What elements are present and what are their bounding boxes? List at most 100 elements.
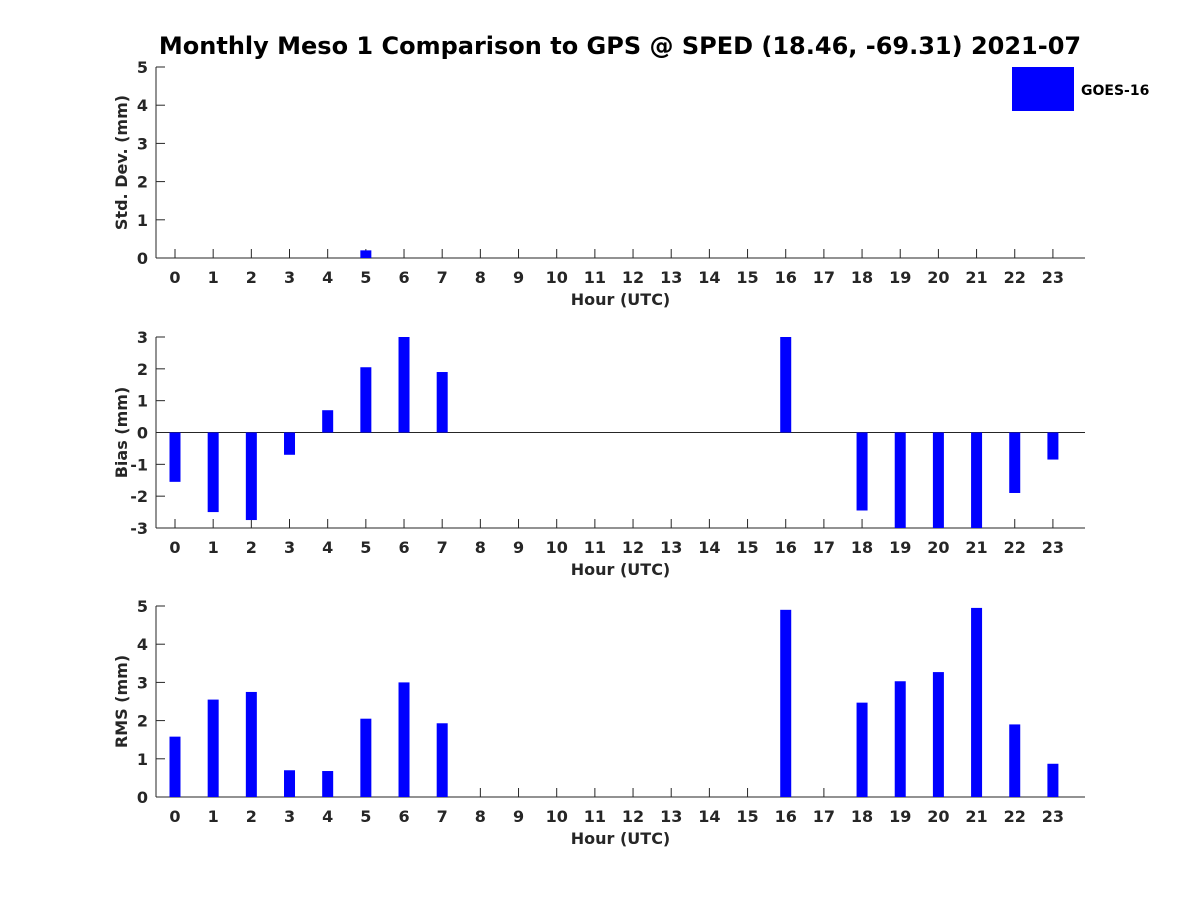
x-tick-label: 13 [660,538,682,557]
x-tick-label: 10 [546,807,568,826]
bar-hour-21 [971,607,983,797]
x-tick-label: 13 [660,268,682,287]
x-tick-label: 21 [965,807,987,826]
y-tick-label: 2 [137,712,148,731]
x-tick-label: 19 [889,268,911,287]
y-tick-label: 3 [137,673,148,692]
x-tick-label: 9 [513,538,524,557]
x-tick-label: 17 [813,268,835,287]
x-tick-label: 18 [851,807,873,826]
chart-title: Monthly Meso 1 Comparison to GPS @ SPED … [159,32,1081,60]
x-tick-label: 0 [169,807,180,826]
y-tick-label: -2 [130,487,148,506]
bar-hour-1 [207,699,219,797]
y-tick-label: 3 [137,328,148,347]
bar-hour-4 [322,771,334,797]
y-axis-label: Bias (mm) [112,387,131,479]
y-tick-label: 2 [137,360,148,379]
bar-hour-23 [1047,763,1059,797]
x-axis-label: Hour (UTC) [571,290,671,309]
y-tick-label: -3 [130,519,148,538]
y-tick-label: 4 [137,635,148,654]
x-tick-label: 3 [284,538,295,557]
x-tick-label: 16 [775,268,797,287]
bar-hour-7 [436,723,448,797]
bar-hour-0 [169,432,181,482]
x-tick-label: 15 [736,268,758,287]
bar-hour-18 [856,432,868,511]
x-tick-label: 5 [360,538,371,557]
bar-hour-23 [1047,432,1059,460]
x-tick-label: 16 [775,538,797,557]
x-tick-label: 14 [698,807,720,826]
bar-hour-2 [245,432,257,521]
x-tick-label: 21 [965,268,987,287]
bar-hour-6 [398,682,410,797]
y-axis-label: Std. Dev. (mm) [112,95,131,230]
x-tick-label: 2 [246,268,257,287]
legend: GOES-16 [1012,67,1149,111]
x-tick-label: 13 [660,807,682,826]
x-tick-label: 5 [360,807,371,826]
y-tick-label: 5 [137,597,148,616]
legend-entry-goes-16: GOES-16 [1081,83,1149,99]
x-axis-label: Hour (UTC) [571,560,671,579]
x-tick-label: 11 [584,807,606,826]
x-tick-label: 3 [284,268,295,287]
x-tick-label: 0 [169,268,180,287]
x-tick-label: 20 [927,538,949,557]
y-tick-label: 0 [137,249,148,268]
x-tick-label: 22 [1004,268,1026,287]
x-tick-label: 18 [851,268,873,287]
y-axis-label: RMS (mm) [112,655,131,748]
x-tick-label: 8 [475,538,486,557]
x-tick-label: 12 [622,268,644,287]
bar-hour-3 [284,432,296,455]
bar-hour-5 [360,250,372,258]
x-tick-label: 22 [1004,807,1026,826]
y-tick-label: 0 [137,424,148,443]
x-tick-label: 14 [698,268,720,287]
y-tick-label: 3 [137,134,148,153]
bar-hour-20 [932,432,944,528]
bar-hour-5 [360,367,372,433]
x-tick-label: 21 [965,538,987,557]
y-tick-label: 2 [137,173,148,192]
bar-hour-2 [245,691,257,797]
x-tick-label: 4 [322,807,333,826]
x-tick-label: 6 [398,807,409,826]
x-tick-label: 9 [513,807,524,826]
bar-hour-19 [894,432,906,528]
x-tick-label: 19 [889,538,911,557]
x-tick-label: 7 [437,807,448,826]
x-tick-label: 4 [322,268,333,287]
x-tick-label: 8 [475,268,486,287]
bar-hour-21 [971,432,983,528]
y-tick-label: 5 [137,58,148,77]
x-tick-label: 14 [698,538,720,557]
x-tick-label: 10 [546,268,568,287]
y-tick-label: 1 [137,392,148,411]
x-tick-label: 15 [736,538,758,557]
legend-swatch [1012,67,1074,111]
x-tick-label: 8 [475,807,486,826]
x-tick-label: 4 [322,538,333,557]
x-tick-label: 5 [360,268,371,287]
x-tick-label: 0 [169,538,180,557]
x-tick-label: 6 [398,538,409,557]
x-tick-label: 20 [927,807,949,826]
x-tick-label: 2 [246,807,257,826]
x-tick-label: 7 [437,268,448,287]
x-tick-label: 7 [437,538,448,557]
bar-hour-3 [284,770,296,797]
bar-hour-7 [436,372,448,433]
x-axis-label: Hour (UTC) [571,829,671,848]
y-tick-label: 0 [137,788,148,807]
x-tick-label: 12 [622,538,644,557]
x-tick-label: 18 [851,538,873,557]
x-tick-label: 23 [1042,268,1064,287]
